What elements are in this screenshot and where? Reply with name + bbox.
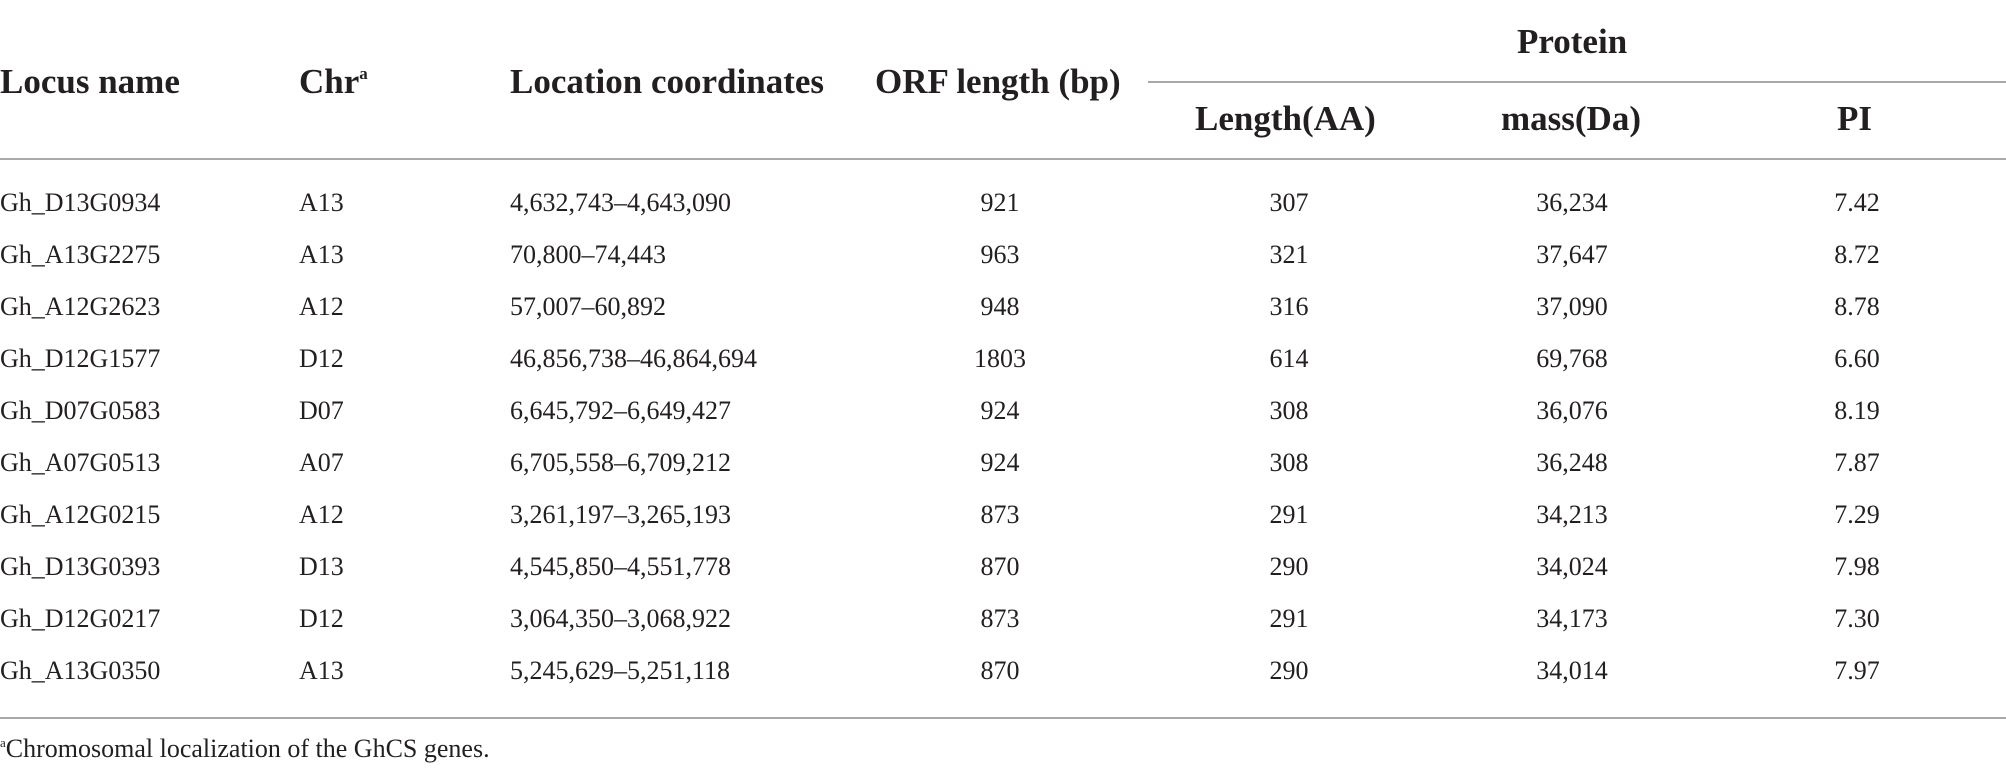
cell-mass: 36,248: [1536, 448, 1608, 477]
table-row: Gh_D13G0934 A13 4,632,743–4,643,090 921 …: [0, 177, 2006, 229]
cell-length: 308: [1269, 448, 1309, 477]
cell-length: 291: [1269, 604, 1309, 633]
cell-chr: D07: [299, 396, 344, 425]
table-row: Gh_A12G0215 A12 3,261,197–3,265,193 873 …: [0, 489, 2006, 541]
cell-pi: 8.19: [1834, 396, 1880, 425]
header-orf-length: ORF length (bp): [875, 62, 1121, 101]
header-chr: Chra: [299, 64, 368, 99]
cell-chr: A13: [299, 188, 344, 217]
cell-orf: 924: [980, 448, 1020, 477]
header-chr-label: Chr: [299, 62, 360, 101]
cell-orf: 1803: [974, 344, 1026, 373]
footnote-text: Chromosomal localization of the GhCS gen…: [5, 734, 490, 763]
cell-length: 307: [1269, 188, 1309, 217]
cell-mass: 37,090: [1536, 292, 1608, 321]
table-row: Gh_A07G0513 A07 6,705,558–6,709,212 924 …: [0, 437, 2006, 489]
cell-length: 291: [1269, 500, 1309, 529]
cell-location: 4,632,743–4,643,090: [510, 188, 731, 217]
table-row: Gh_A12G2623 A12 57,007–60,892 948 316 37…: [0, 281, 2006, 333]
header-bottom-rule: [0, 158, 2006, 160]
cell-chr: A12: [299, 292, 344, 321]
cell-pi: 8.72: [1834, 240, 1880, 269]
cell-locus: Gh_A12G2623: [0, 292, 161, 321]
cell-locus: Gh_A12G0215: [0, 500, 161, 529]
table-row: Gh_D13G0393 D13 4,545,850–4,551,778 870 …: [0, 541, 2006, 593]
cell-location: 5,245,629–5,251,118: [510, 656, 731, 685]
cell-mass: 37,647: [1536, 240, 1608, 269]
cell-chr: A07: [299, 448, 344, 477]
cell-pi: 7.87: [1834, 448, 1880, 477]
cell-locus: Gh_D12G0217: [0, 604, 161, 633]
cell-mass: 36,076: [1536, 396, 1608, 425]
cell-location: 6,645,792–6,649,427: [510, 396, 731, 425]
cell-locus: Gh_A13G0350: [0, 656, 161, 685]
cell-mass: 34,024: [1536, 552, 1608, 581]
table-row: Gh_D12G0217 D12 3,064,350–3,068,922 873 …: [0, 593, 2006, 645]
cell-orf: 963: [980, 240, 1020, 269]
cell-orf: 948: [980, 292, 1020, 321]
cell-chr: D12: [299, 344, 344, 373]
cell-orf: 921: [980, 188, 1020, 217]
cell-chr: D12: [299, 604, 344, 633]
cell-mass: 34,213: [1536, 500, 1608, 529]
cell-orf: 870: [980, 552, 1020, 581]
cell-pi: 7.42: [1834, 188, 1880, 217]
cell-orf: 870: [980, 656, 1020, 685]
header-chr-footnote-marker: a: [359, 64, 368, 83]
cell-pi: 7.29: [1834, 500, 1880, 529]
cell-pi: 7.98: [1834, 552, 1880, 581]
cell-orf: 873: [980, 604, 1020, 633]
cell-locus: Gh_A07G0513: [0, 448, 161, 477]
cell-chr: D13: [299, 552, 344, 581]
cell-length: 316: [1269, 292, 1309, 321]
cell-pi: 8.78: [1834, 292, 1880, 321]
table-bottom-rule: [0, 717, 2006, 719]
cell-chr: A13: [299, 240, 344, 269]
cell-locus: Gh_D07G0583: [0, 396, 161, 425]
cell-location: 3,064,350–3,068,922: [510, 604, 731, 633]
cell-location: 70,800–74,443: [510, 240, 666, 269]
cell-location: 3,261,197–3,265,193: [510, 500, 731, 529]
cell-locus: Gh_D13G0934: [0, 188, 161, 217]
cell-length: 290: [1269, 552, 1309, 581]
table-row: Gh_A13G0350 A13 5,245,629–5,251,118 870 …: [0, 645, 2006, 697]
cell-orf: 924: [980, 396, 1020, 425]
footnote-marker: a: [0, 735, 6, 750]
cell-location: 46,856,738–46,864,694: [510, 344, 757, 373]
cell-pi: 7.97: [1834, 656, 1880, 685]
header-pi: PI: [1837, 99, 1872, 138]
cell-chr: A12: [299, 500, 344, 529]
cell-pi: 6.60: [1834, 344, 1880, 373]
cell-location: 4,545,850–4,551,778: [510, 552, 731, 581]
table-footnote: aChromosomal localization of the GhCS ge…: [0, 734, 490, 764]
header-location: Location coordinates: [510, 62, 825, 101]
cell-pi: 7.30: [1834, 604, 1880, 633]
cell-locus: Gh_D13G0393: [0, 552, 161, 581]
table-row: Gh_D12G1577 D12 46,856,738–46,864,694 18…: [0, 333, 2006, 385]
cell-length: 290: [1269, 656, 1309, 685]
cell-length: 321: [1269, 240, 1309, 269]
cell-location: 6,705,558–6,709,212: [510, 448, 731, 477]
cell-mass: 34,173: [1536, 604, 1608, 633]
cell-locus: Gh_A13G2275: [0, 240, 161, 269]
cell-location: 57,007–60,892: [510, 292, 666, 321]
header-length-aa: Length(AA): [1195, 99, 1376, 138]
protein-group-rule: [1148, 81, 2006, 83]
header-protein: Protein: [1517, 22, 1628, 61]
header-mass: mass(Da): [1501, 99, 1641, 138]
cell-locus: Gh_D12G1577: [0, 344, 161, 373]
table-row: Gh_D07G0583 D07 6,645,792–6,649,427 924 …: [0, 385, 2006, 437]
cell-chr: A13: [299, 656, 344, 685]
cell-orf: 873: [980, 500, 1020, 529]
header-locus-name: Locus name: [0, 62, 180, 101]
cell-length: 614: [1269, 344, 1309, 373]
table-row: Gh_A13G2275 A13 70,800–74,443 963 321 37…: [0, 229, 2006, 281]
cell-mass: 34,014: [1536, 656, 1608, 685]
cell-length: 308: [1269, 396, 1309, 425]
cell-mass: 69,768: [1536, 344, 1608, 373]
cell-mass: 36,234: [1536, 188, 1608, 217]
